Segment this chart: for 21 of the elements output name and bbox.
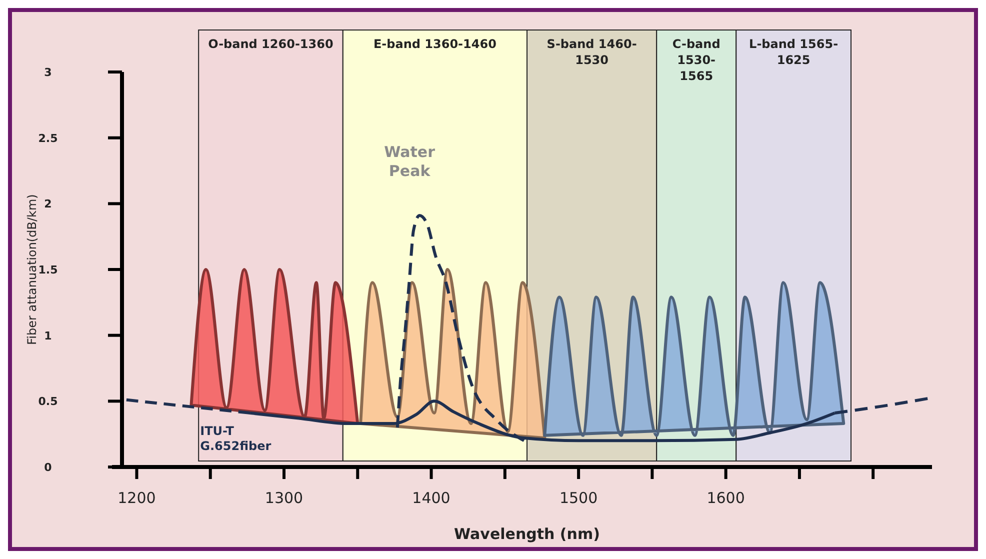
series-label: ITU-T G.652fiber [200,424,272,454]
y-tick-label: 2.5 [38,132,58,145]
y-tick-label: 1.5 [38,264,58,276]
y-axis-title: Fiber attanuation(dB/km) [25,194,39,345]
x-tick-label: 1300 [264,489,304,507]
band-label: S-band 1460-1530 [546,37,637,67]
x-tick-label: 1500 [559,489,598,507]
y-tick-label: 3 [44,66,52,79]
y-tick-label: 0 [44,461,52,474]
band-label: L-band 1565-1625 [749,37,838,67]
x-tick-label: 1400 [412,489,450,507]
y-tick-label: 0.5 [38,395,58,408]
y-tick-label: 1 [44,329,52,342]
band-label: C-band 1530-1565 [672,37,720,83]
annotation: Water Peak [384,143,436,180]
band-label: O-band 1260-1360 [208,37,334,51]
x-tick-label: 1200 [118,489,156,507]
y-tick-label: 2 [44,198,52,211]
band-label: E-band 1360-1460 [373,37,496,51]
x-axis-title: Wavelength (nm) [454,525,600,543]
x-tick-label: 1600 [706,489,745,507]
